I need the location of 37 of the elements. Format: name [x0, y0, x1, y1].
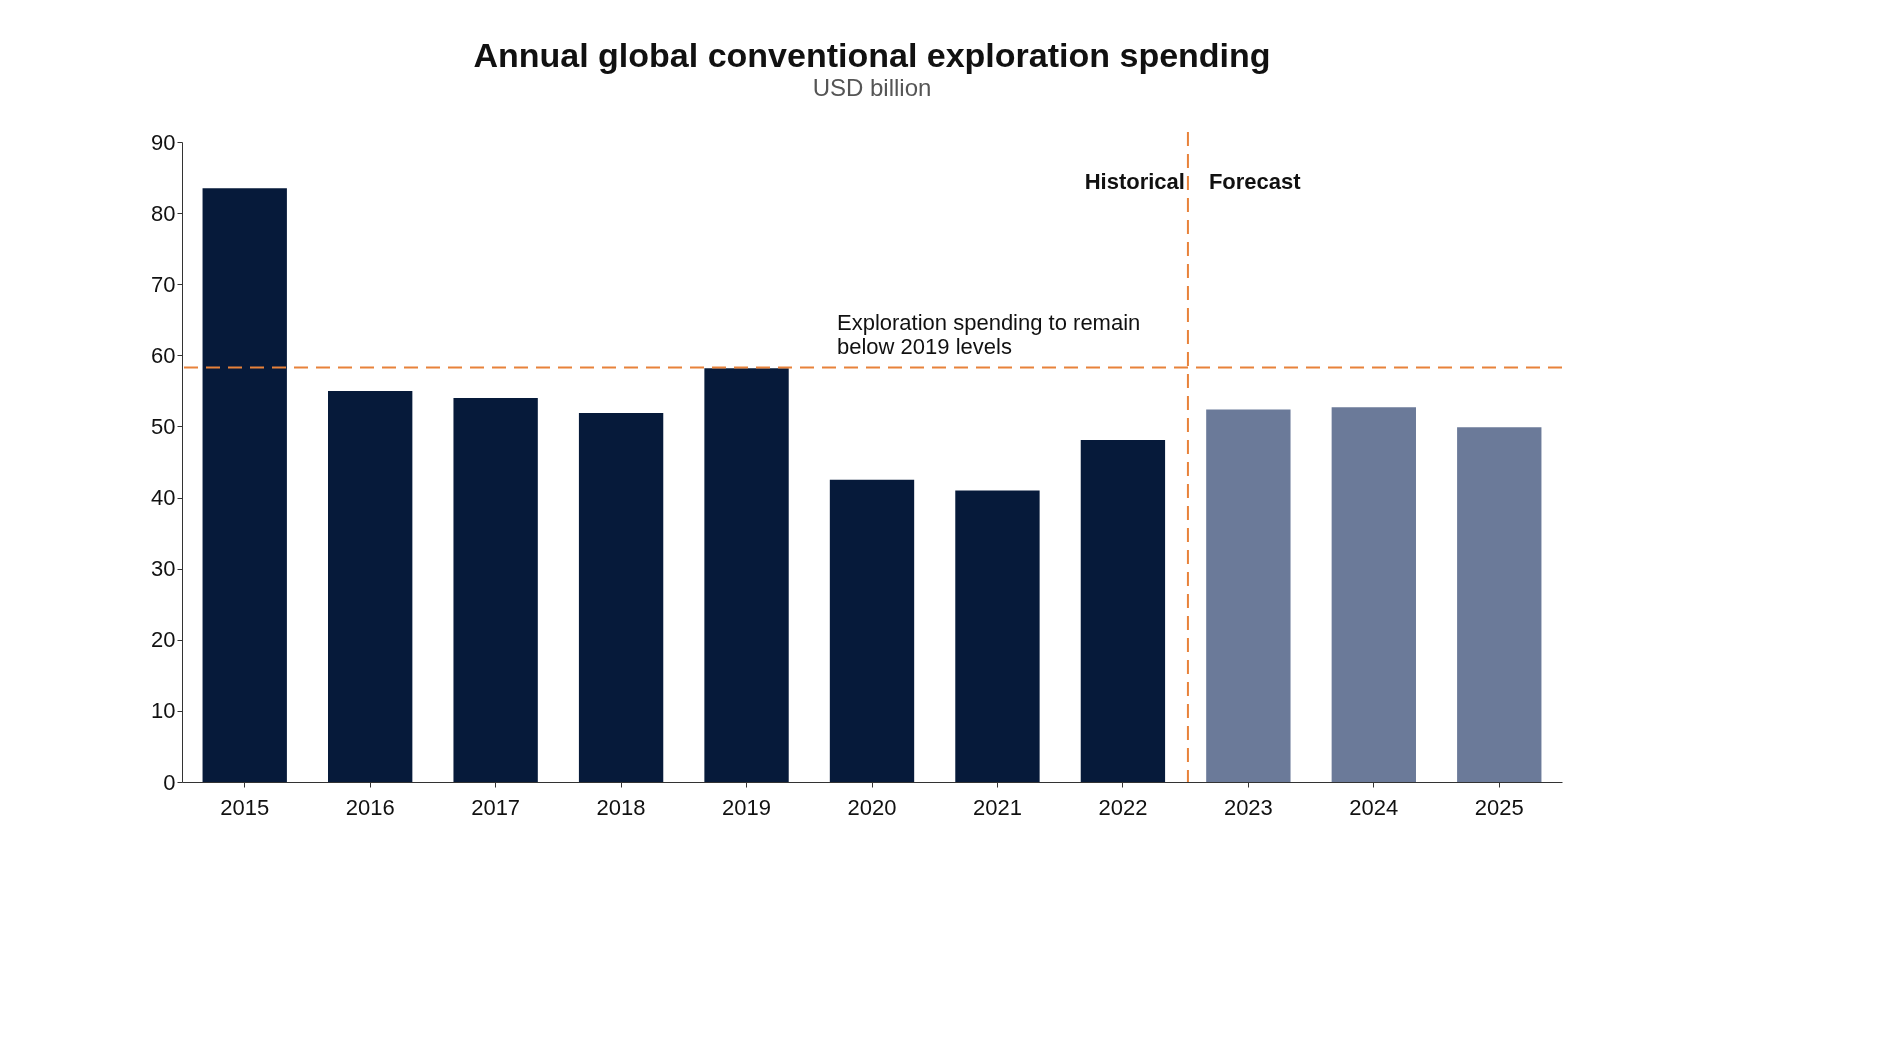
bar	[1457, 427, 1542, 782]
x-tick-label: 2016	[345, 794, 395, 820]
y-tick-label: 70	[151, 271, 176, 297]
ref-line-label: Exploration spending to remain below 2019 levels	[837, 310, 1141, 360]
x-tick-label: 2018	[596, 794, 646, 820]
annotation: Historical	[1084, 169, 1185, 194]
bar	[202, 188, 287, 782]
chart-subtitle: USD billion	[812, 74, 932, 101]
bar	[955, 490, 1040, 782]
annotation: Forecast	[1208, 169, 1302, 194]
x-tick-label: 2017	[471, 794, 521, 820]
bar	[453, 398, 538, 782]
y-tick-label: 10	[151, 698, 176, 724]
y-tick-label: 20	[151, 627, 176, 653]
y-tick-label: 40	[151, 485, 176, 511]
chart-title: Annual global conventional exploration spending	[473, 36, 1271, 74]
bar	[328, 390, 413, 782]
y-tick-label: 0	[163, 769, 176, 795]
x-tick-label: 2015	[220, 794, 270, 820]
bar	[829, 479, 915, 782]
bar	[704, 368, 789, 782]
y-tick-label: 30	[151, 556, 176, 582]
bar	[1080, 439, 1166, 782]
y-tick-label: 80	[151, 200, 176, 226]
x-tick-label: 2024	[1349, 794, 1399, 820]
x-tick-label: 2025	[1474, 794, 1524, 820]
y-tick-label: 90	[151, 129, 176, 155]
x-tick-label: 2020	[847, 794, 897, 820]
y-tick-label: 60	[151, 342, 176, 368]
bar	[1206, 409, 1291, 782]
x-tick-label: 2023	[1223, 794, 1273, 820]
y-tick-label: 50	[151, 413, 176, 439]
x-tick-label: 2021	[972, 794, 1022, 820]
bar	[578, 412, 664, 782]
bar	[1331, 407, 1416, 782]
x-tick-label: 2022	[1098, 794, 1148, 820]
x-tick-label: 2019	[722, 794, 772, 820]
